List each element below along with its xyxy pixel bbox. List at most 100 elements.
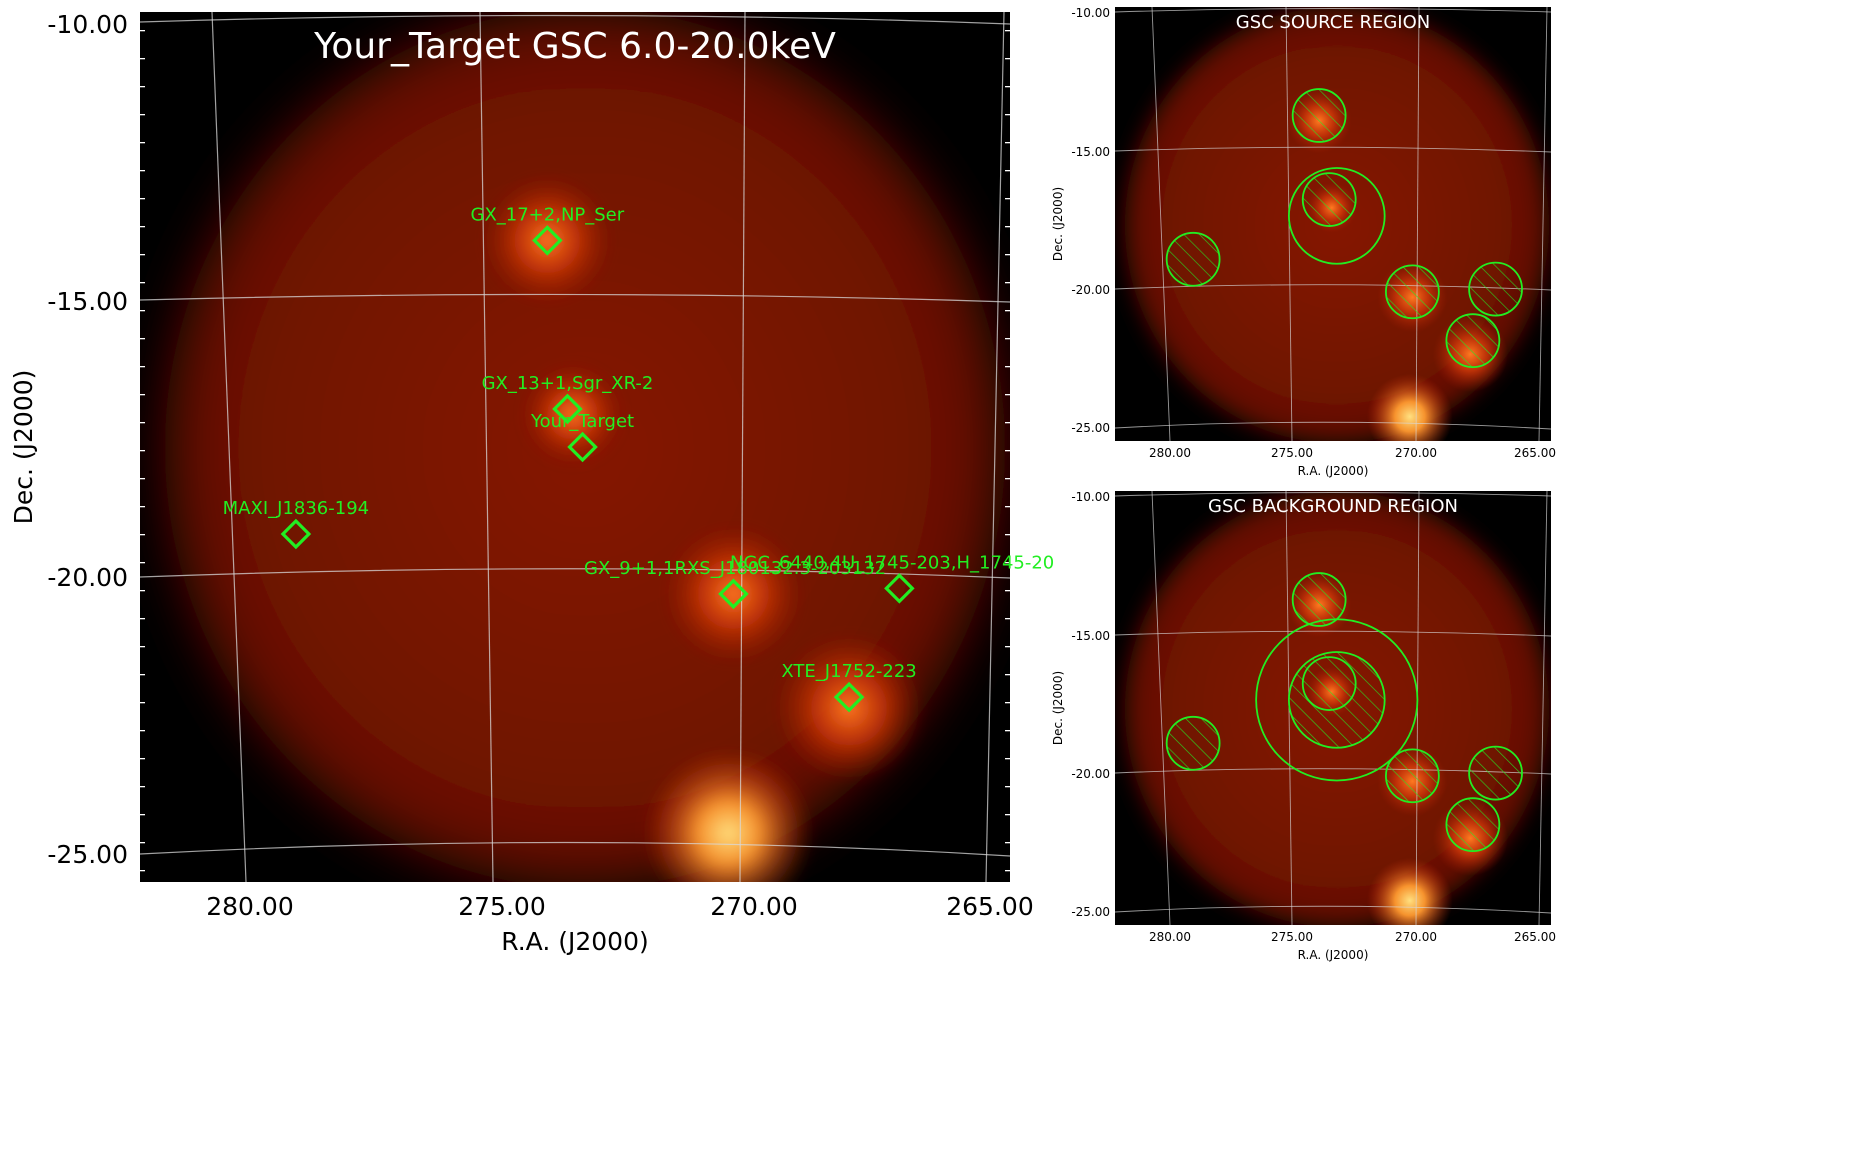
frame-tick <box>140 422 145 424</box>
frame-tick <box>1005 590 1010 592</box>
source-x-tick-2: 275.00 <box>1271 446 1313 460</box>
main-source-markers <box>280 225 915 713</box>
frame-tick <box>1005 338 1010 340</box>
region-hatch <box>1166 716 1220 770</box>
main-x-tick-1: 280.00 <box>206 892 293 921</box>
main-coordinate-grid <box>140 12 1010 882</box>
frame-tick <box>1005 702 1010 704</box>
frame-tick <box>140 226 145 228</box>
frame-tick <box>140 394 145 396</box>
background-regions <box>1165 572 1523 852</box>
region-hatch <box>1469 746 1523 800</box>
frame-tick <box>1005 506 1010 508</box>
source-x-axis-label: R.A. (J2000) <box>1298 464 1369 478</box>
frame-tick <box>1005 842 1010 844</box>
region-hatch <box>1385 749 1439 803</box>
frame-tick <box>1005 170 1010 172</box>
source-label: GX_13+1,Sgr_XR-2 <box>482 373 654 394</box>
frame-tick <box>140 58 145 60</box>
region-hatch <box>1469 262 1523 316</box>
source-regions <box>1165 88 1523 368</box>
source-marker[interactable] <box>280 518 312 550</box>
background-y-tick-4: -25.00 <box>1071 905 1110 919</box>
frame-tick <box>140 170 145 172</box>
region-circle[interactable] <box>1468 261 1523 317</box>
source-marker[interactable] <box>718 578 749 610</box>
region-circle[interactable] <box>1468 745 1523 801</box>
region-circle[interactable] <box>1385 264 1440 320</box>
frame-tick <box>140 282 145 284</box>
main-x-axis-label: R.A. (J2000) <box>501 927 649 956</box>
frame-tick <box>1005 226 1010 228</box>
frame-tick <box>1005 366 1010 368</box>
source-marker[interactable] <box>567 431 598 463</box>
source-label: GX_9+1,1RXS_J180132.3-203132 <box>584 558 886 579</box>
region-hatch <box>1292 573 1346 626</box>
frame-tick <box>1005 254 1010 256</box>
frame-tick <box>140 702 145 704</box>
frame-tick <box>1005 814 1010 816</box>
region-hatch <box>1302 173 1356 227</box>
frame-tick <box>140 310 145 312</box>
region-circle[interactable] <box>1287 651 1386 749</box>
region-circle[interactable] <box>1287 167 1386 265</box>
source-y-tick-2: -15.00 <box>1071 145 1110 159</box>
frame-tick <box>140 646 145 648</box>
frame-tick <box>1005 422 1010 424</box>
region-circle[interactable] <box>1301 656 1357 711</box>
region-circle[interactable] <box>1255 618 1419 782</box>
frame-tick <box>140 870 145 872</box>
source-marker[interactable] <box>833 681 865 713</box>
frame-tick <box>1005 674 1010 676</box>
frame-tick <box>1005 562 1010 564</box>
source-panel-title: GSC SOURCE REGION <box>1236 12 1430 33</box>
frame-tick <box>140 842 145 844</box>
frame-tick <box>140 114 145 116</box>
region-circle[interactable] <box>1445 797 1501 852</box>
source-marker[interactable] <box>552 393 583 425</box>
region-hatch <box>1166 232 1220 286</box>
region-circle[interactable] <box>1301 172 1357 227</box>
glow-spot <box>642 747 814 882</box>
region-circle[interactable] <box>1445 313 1501 368</box>
frame-tick <box>140 338 145 340</box>
source-label: GX_17+2,NP_Ser <box>471 204 625 225</box>
region-hatch <box>1385 265 1439 319</box>
glow-spot <box>663 523 804 665</box>
source-label: MAXI_J1836-194 <box>223 498 369 519</box>
region-circle[interactable] <box>1165 231 1221 287</box>
source-region-panel: GSC SOURCE REGION -10.00 -15.00 -20.00 -… <box>1051 6 1556 478</box>
source-label: NGC_6440,4U_1745-203,H_1745-20 <box>730 552 1054 573</box>
source-y-tick-1: -10.00 <box>1071 6 1110 20</box>
frame-tick <box>140 758 145 760</box>
frame-tick <box>1005 310 1010 312</box>
frame-tick <box>1005 870 1010 872</box>
background-region-panel: GSC BACKGROUND REGION -10.00 -15.00 -20.… <box>1051 490 1556 962</box>
region-circle[interactable] <box>1165 715 1221 771</box>
source-x-tick-3: 270.00 <box>1395 446 1437 460</box>
frame-tick <box>140 30 145 32</box>
source-marker[interactable] <box>884 573 915 604</box>
frame-tick <box>1005 30 1010 32</box>
region-hatch <box>1288 651 1385 748</box>
region-circle[interactable] <box>1291 572 1347 627</box>
region-circle[interactable] <box>1385 748 1440 804</box>
source-x-tick-1: 280.00 <box>1149 446 1191 460</box>
background-y-tick-1: -10.00 <box>1071 490 1110 504</box>
frame-tick <box>140 142 145 144</box>
region-circle[interactable] <box>1291 88 1347 143</box>
main-x-tick-4: 265.00 <box>946 892 1033 921</box>
main-y-tick-2: -15.00 <box>47 287 128 316</box>
glow-spot <box>522 364 623 465</box>
main-panel: Your_Target GSC 6.0-20.0keV -10.00 -15.0… <box>9 10 1034 956</box>
source-marker[interactable] <box>532 225 563 256</box>
source-label: Your_Target <box>530 411 634 432</box>
frame-tick <box>140 254 145 256</box>
frame-tick <box>140 674 145 676</box>
region-hatch <box>1446 798 1500 852</box>
background-x-tick-1: 280.00 <box>1149 930 1191 944</box>
background-x-tick-4: 265.00 <box>1514 930 1556 944</box>
source-coordinate-grid <box>1115 7 1551 441</box>
frame-tick <box>1005 282 1010 284</box>
frame-tick <box>1005 142 1010 144</box>
